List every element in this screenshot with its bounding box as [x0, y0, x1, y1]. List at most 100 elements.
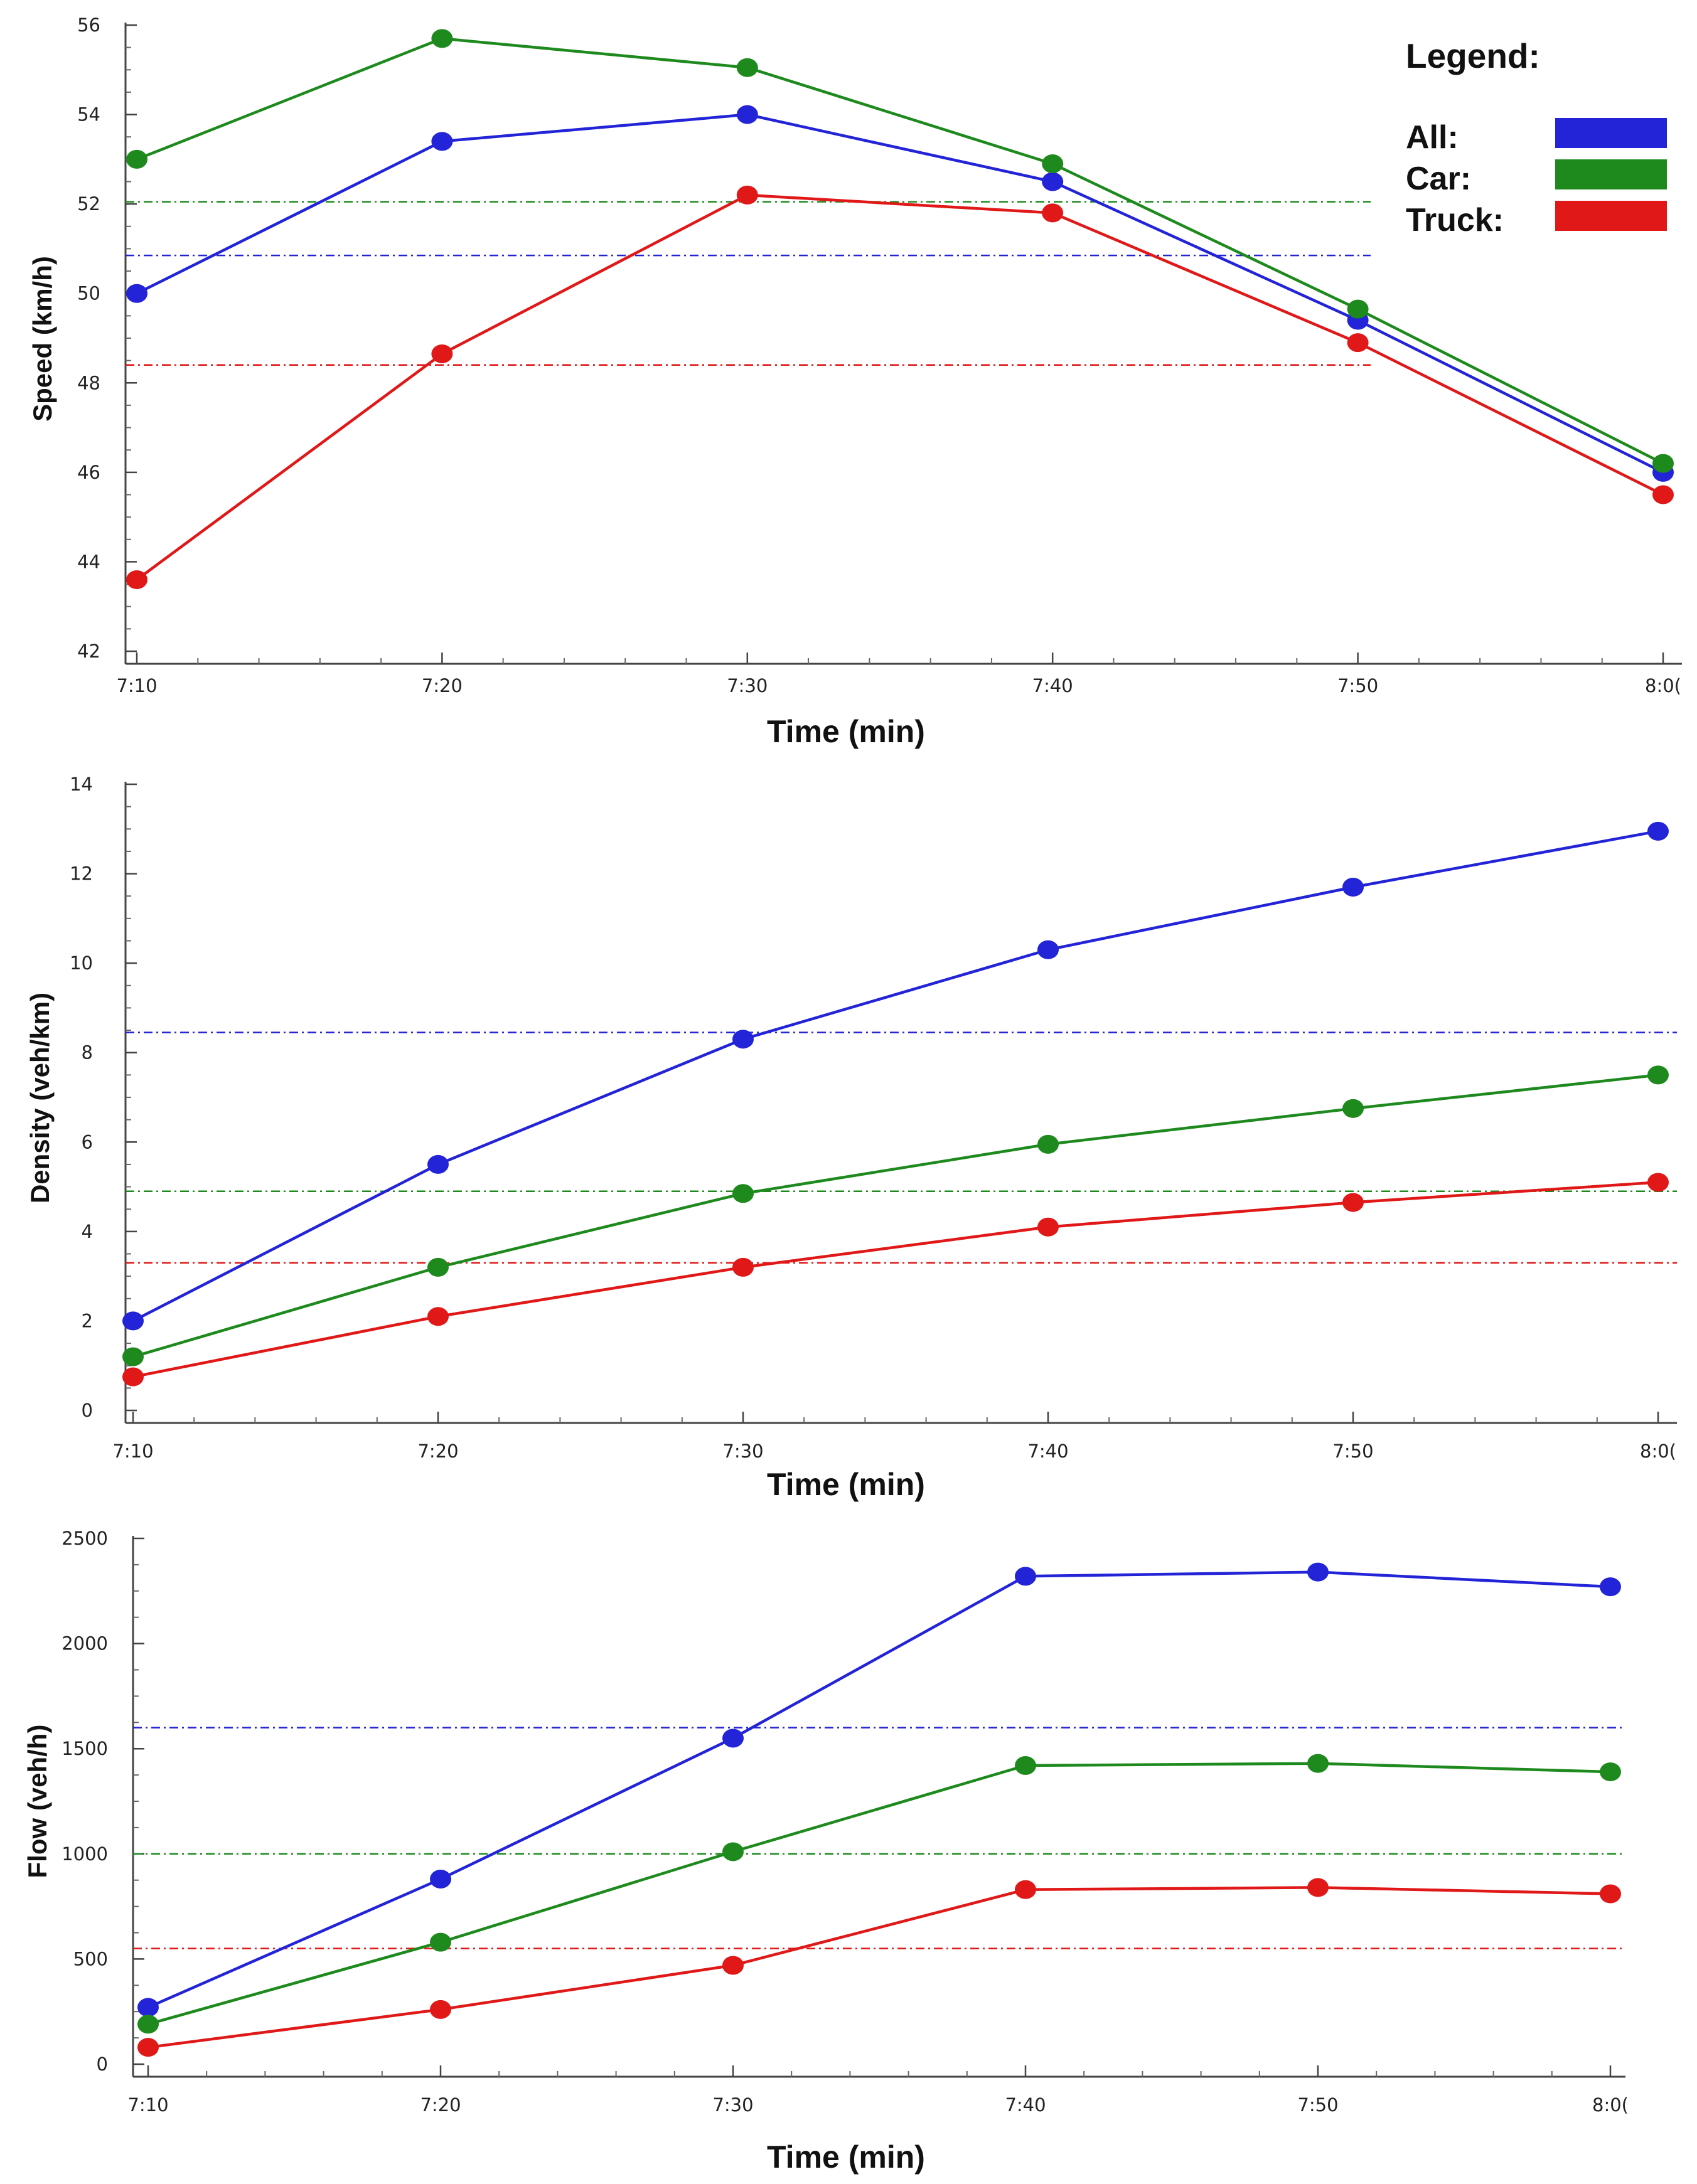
- data-point-truck: [1652, 485, 1674, 504]
- y-axis-title: Speed (km/h): [28, 256, 57, 422]
- x-tick-label: 8:0(: [1645, 675, 1681, 696]
- y-tick-label: 56: [77, 14, 100, 36]
- y-tick-label: 48: [77, 372, 100, 393]
- series-line-all: [132, 829, 1659, 1323]
- data-point-truck: [1042, 203, 1064, 223]
- y-tick-label: 500: [73, 1948, 108, 1969]
- y-tick-label: 0: [97, 2053, 108, 2075]
- legend-label-car: Car:: [1406, 161, 1471, 197]
- data-point-car: [126, 149, 147, 169]
- data-point-truck: [430, 2000, 451, 2019]
- data-point-all: [1647, 821, 1669, 841]
- data-point-truck: [126, 570, 147, 589]
- chart-panel-3: 0 500 1000 1500 2000 2500 7:10 7:20 7:30 7:40 7:50…: [23, 1528, 1629, 2175]
- data-point-all: [1307, 1562, 1329, 1582]
- x-tick-label: 7:40: [1027, 1441, 1068, 1462]
- data-point-truck: [722, 1956, 744, 1975]
- data-point-truck: [431, 344, 453, 363]
- y-tick-label: 46: [77, 462, 100, 483]
- data-point-all: [1600, 1577, 1621, 1597]
- data-point-all: [126, 284, 147, 303]
- data-point-all: [1037, 940, 1059, 959]
- x-tick-label: 7:20: [417, 1441, 458, 1462]
- data-point-all: [122, 1311, 144, 1331]
- x-tick-label: 7:20: [422, 675, 463, 696]
- x-tick-label: 7:50: [1332, 1441, 1373, 1462]
- data-point-truck: [736, 185, 758, 205]
- data-point-car: [1037, 1134, 1059, 1154]
- legend-label-truck: Truck:: [1406, 202, 1504, 238]
- data-point-all: [736, 105, 758, 124]
- y-tick-label: 1000: [62, 1843, 108, 1865]
- data-point-car: [736, 58, 758, 77]
- legend-swatch-all: [1555, 118, 1667, 148]
- y-tick-label: 2000: [62, 1633, 108, 1654]
- data-point-truck: [1647, 1173, 1669, 1192]
- data-point-truck: [1347, 333, 1369, 353]
- y-tick-label: 6: [82, 1131, 93, 1153]
- data-point-car: [427, 1257, 449, 1277]
- data-point-car: [1015, 1756, 1036, 1776]
- data-point-car: [1342, 1099, 1364, 1118]
- x-tick-label: 7:30: [712, 2094, 753, 2116]
- data-point-all: [431, 132, 453, 151]
- data-point-car: [1652, 454, 1674, 473]
- x-tick-label: 7:20: [420, 2094, 461, 2116]
- data-point-car: [1042, 154, 1064, 173]
- series-line-all: [147, 1570, 1611, 2009]
- chart-panel-2: 0 2 4 6 8 10 12 14 7:10 7:20 7:30 7:40 7:50 8:0(Time …: [25, 774, 1677, 1502]
- chart-panel-1: 42 44 46 48 50 52 54 56 7:10 7:20 7:30 7:40 7:50 8:0(…: [28, 14, 1682, 749]
- data-point-all: [137, 1998, 159, 2017]
- y-tick-label: 10: [70, 952, 93, 974]
- legend-label-all: All:: [1406, 119, 1459, 156]
- y-axis-title: Flow (veh/h): [23, 1725, 52, 1878]
- y-tick-label: 2: [82, 1310, 93, 1331]
- data-point-car: [431, 29, 453, 48]
- series-line-truck: [147, 1886, 1611, 2049]
- y-tick-label: 54: [77, 104, 100, 125]
- legend: Legend: All: Car: Truck:: [1406, 36, 1667, 238]
- y-tick-label: 12: [70, 863, 93, 885]
- data-point-truck: [1015, 1880, 1036, 1899]
- data-point-car: [1347, 299, 1369, 319]
- data-point-all: [1042, 172, 1064, 191]
- y-tick-label: 42: [77, 641, 100, 662]
- data-point-all: [430, 1870, 451, 1889]
- x-tick-label: 8:0(: [1592, 2094, 1629, 2116]
- data-point-all: [732, 1030, 754, 1049]
- data-point-car: [732, 1184, 754, 1203]
- data-point-truck: [1600, 1884, 1621, 1904]
- data-point-car: [122, 1347, 144, 1366]
- series-line-car: [132, 1073, 1659, 1358]
- data-point-car: [1647, 1065, 1669, 1085]
- data-point-truck: [137, 2038, 159, 2057]
- series-line-all: [136, 113, 1664, 474]
- y-tick-label: 1500: [62, 1738, 108, 1759]
- legend-title: Legend:: [1406, 36, 1540, 75]
- x-tick-label: 7:50: [1337, 675, 1378, 696]
- x-axis-title: Time (min): [767, 714, 925, 749]
- data-point-car: [430, 1932, 451, 1952]
- y-tick-label: 14: [70, 774, 93, 795]
- data-point-truck: [1307, 1878, 1329, 1897]
- series-line-car: [136, 37, 1664, 465]
- data-point-truck: [1342, 1193, 1364, 1212]
- x-axis-title: Time (min): [767, 2139, 925, 2175]
- x-tick-label: 7:40: [1005, 2094, 1046, 2116]
- x-tick-label: 7:40: [1032, 675, 1073, 696]
- y-tick-label: 8: [82, 1042, 93, 1063]
- legend-swatch-car: [1555, 159, 1667, 189]
- y-tick-label: 44: [77, 551, 100, 572]
- data-point-car: [1307, 1754, 1329, 1773]
- x-tick-label: 7:10: [127, 2094, 168, 2116]
- y-tick-label: 2500: [62, 1528, 108, 1549]
- y-tick-label: 0: [82, 1400, 93, 1421]
- x-tick-label: 8:0(: [1640, 1441, 1676, 1462]
- x-tick-label: 7:10: [112, 1441, 153, 1462]
- x-axis-title: Time (min): [767, 1467, 925, 1502]
- data-point-truck: [427, 1307, 449, 1326]
- data-point-truck: [1037, 1217, 1059, 1237]
- series-line-car: [147, 1762, 1611, 2026]
- data-point-all: [722, 1729, 744, 1748]
